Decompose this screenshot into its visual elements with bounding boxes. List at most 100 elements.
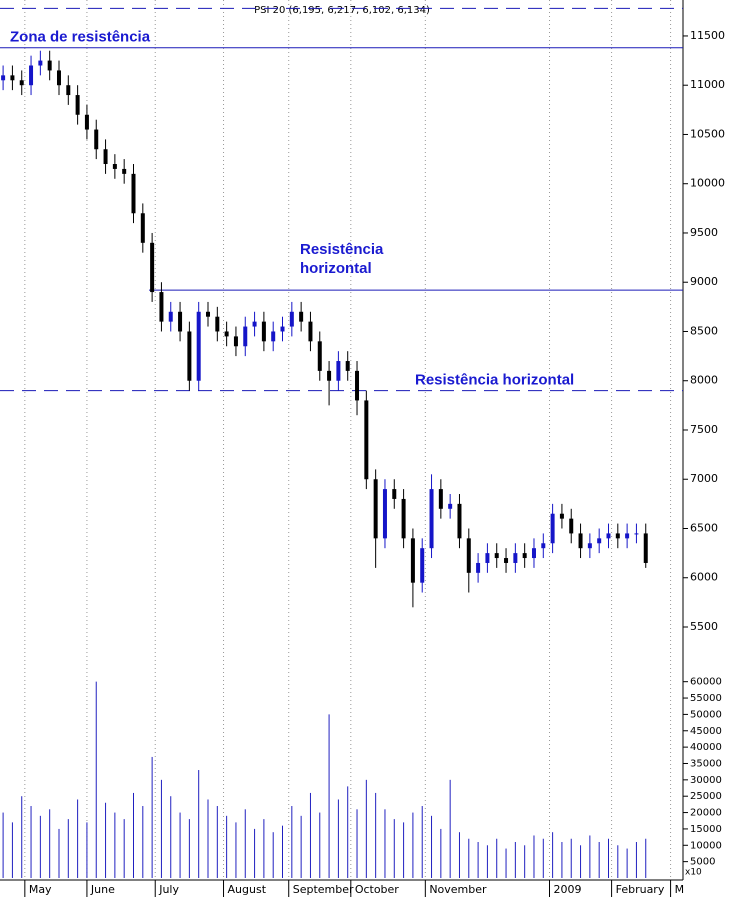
candle-body (392, 489, 397, 499)
candle-body (625, 533, 630, 539)
annotation: Resistência (300, 241, 384, 258)
y-tick-label: 7000 (690, 472, 718, 485)
y-tick-label: 8000 (690, 374, 718, 387)
x-tick-label: May (29, 883, 52, 896)
candle-body (271, 331, 276, 342)
candle-body (438, 489, 443, 509)
candle-body (382, 489, 387, 539)
y-tick-label: 5000 (690, 857, 715, 868)
candle-body (410, 538, 415, 583)
candle-body (66, 85, 71, 96)
candle-body (606, 533, 611, 539)
volume-unit-label: x10 (685, 868, 702, 878)
candle-body (168, 311, 173, 322)
y-tick-label: 35000 (690, 758, 722, 769)
candle-body (448, 503, 453, 509)
candle-body (513, 553, 518, 563)
chart-title: PSI 20 (6,195, 6,217, 6,102, 6,134) (254, 5, 430, 16)
candle-body (215, 316, 220, 332)
candle-body (634, 533, 639, 535)
candle-body (196, 311, 201, 381)
candle-body (187, 331, 192, 381)
candle-body (10, 75, 15, 81)
y-tick-label: 30000 (690, 775, 722, 786)
candle-body (206, 311, 211, 317)
candle-body (75, 95, 80, 115)
candle-body (112, 164, 117, 169)
candle-body (308, 321, 313, 342)
y-tick-label: 10500 (690, 127, 725, 140)
y-tick-label: 10000 (690, 177, 725, 190)
candle-body (466, 538, 471, 573)
candle-body (578, 533, 583, 549)
candle-body (38, 60, 43, 66)
candle-body (94, 129, 99, 150)
candle-body (47, 60, 52, 71)
candle-body (504, 558, 509, 563)
y-tick-label: 50000 (690, 709, 722, 720)
candle-body (541, 543, 546, 549)
y-tick-label: 25000 (690, 791, 722, 802)
candle-body (476, 562, 481, 573)
candle-body (494, 553, 499, 559)
candle-body (345, 361, 350, 371)
y-tick-label: 11000 (690, 78, 725, 91)
candle-body (261, 321, 266, 342)
candle-body (150, 242, 155, 293)
candle-body (485, 553, 490, 563)
candle-body (299, 311, 304, 322)
y-tick-label: 60000 (690, 677, 722, 688)
candle-body (140, 213, 145, 243)
candle-body (233, 336, 238, 347)
y-tick-label: 9500 (690, 226, 718, 239)
candle-body (569, 518, 574, 534)
candle-body (1, 75, 6, 81)
candle-body (159, 292, 164, 322)
candle-body (252, 321, 257, 327)
x-tick-label: M (675, 883, 685, 896)
candle-body (457, 503, 462, 539)
y-tick-label: 11500 (690, 29, 725, 42)
candle-body (178, 311, 183, 332)
candle-body (531, 548, 536, 559)
y-tick-label: 10000 (690, 840, 722, 851)
y-tick-label: 15000 (690, 824, 722, 835)
y-tick-label: 6000 (690, 571, 718, 584)
y-tick-label: 20000 (690, 808, 722, 819)
y-tick-label: 7500 (690, 423, 718, 436)
candle-body (550, 513, 555, 544)
x-tick-label: November (429, 883, 487, 896)
candle-body (559, 513, 564, 519)
x-tick-label: August (228, 883, 267, 896)
candle-body (420, 548, 425, 583)
candle-body (131, 173, 136, 214)
candle-body (243, 326, 248, 347)
candle-body (103, 149, 108, 165)
candle-body (373, 479, 378, 539)
candle-body (84, 114, 89, 130)
x-tick-label: 2009 (554, 883, 582, 896)
y-tick-label: 5500 (690, 620, 718, 633)
x-tick-label: February (616, 883, 665, 896)
candle-body (280, 326, 285, 332)
x-tick-label: June (90, 883, 115, 896)
candle-body (289, 311, 294, 327)
y-tick-label: 8500 (690, 324, 718, 337)
y-tick-label: 6500 (690, 521, 718, 534)
annotation: Zona de resistência (10, 29, 151, 46)
candle-body (364, 400, 369, 480)
y-tick-label: 9000 (690, 275, 718, 288)
candle-body (19, 80, 24, 86)
annotation: Resistência horizontal (415, 372, 574, 389)
candle-body (336, 361, 341, 381)
candle-body (522, 553, 527, 559)
y-tick-label: 55000 (690, 693, 722, 704)
x-tick-label: September (293, 883, 354, 896)
candle-body (29, 65, 34, 86)
candle-body (122, 168, 127, 174)
candle-body (587, 543, 592, 549)
candle-body (597, 538, 602, 544)
candle-body (355, 370, 360, 401)
candle-body (317, 341, 322, 371)
